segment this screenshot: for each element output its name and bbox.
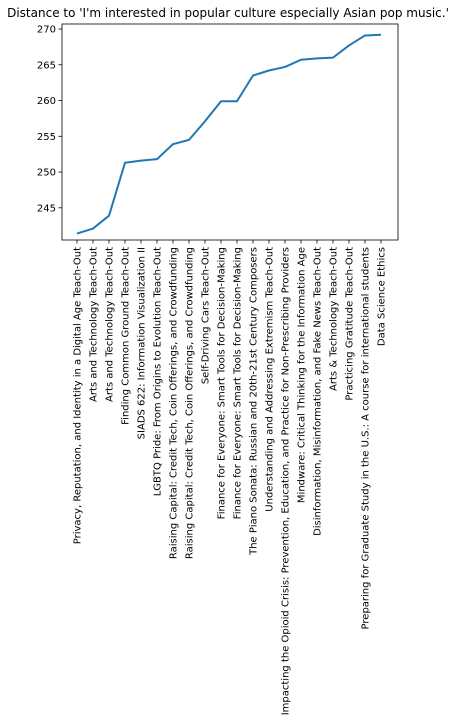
y-tick-label: 270 — [37, 25, 56, 36]
chart-title: Distance to 'I'm interested in popular c… — [7, 6, 449, 20]
x-tick-label: Raising Capital: Credit Tech, Coin Offer… — [169, 247, 180, 559]
series-line — [76, 33, 382, 235]
x-tick-label: Arts and Technology Teach-Out — [105, 247, 116, 402]
y-tick-label: 265 — [37, 60, 56, 71]
x-axis: Privacy, Reputation, and Identity in a D… — [73, 240, 388, 715]
x-tick-label: Finance for Everyone: Smart Tools for De… — [217, 247, 228, 519]
x-tick-label: Understanding and Addressing Extremism T… — [265, 247, 276, 512]
x-tick-label: Raising Capital: Credit Tech, Coin Offer… — [185, 247, 196, 559]
x-tick-label: Data Science Ethics — [377, 247, 388, 346]
y-tick-label: 255 — [37, 132, 56, 143]
x-tick-label: Practicing Gratitude Teach-Out — [345, 247, 356, 401]
y-tick-label: 245 — [37, 203, 56, 214]
x-tick-label: Impacting the Opioid Crisis: Prevention,… — [281, 247, 292, 715]
x-tick-label: The Piano Sonata: Russian and 20th-21st … — [249, 247, 260, 556]
x-tick-label: Arts & Technology Teach-Out — [329, 247, 340, 391]
x-tick-label: Arts and Technology Teach-Out — [89, 247, 100, 402]
x-tick-label: Disinformation, Misinformation, and Fake… — [313, 247, 324, 536]
y-axis: 245 250 255 260 265 270 — [37, 25, 62, 214]
y-tick-label: 260 — [37, 96, 56, 107]
x-tick-label: Finding Common Ground Teach-Out — [121, 247, 132, 425]
x-tick-label: Privacy, Reputation, and Identity in a D… — [73, 247, 84, 544]
plot-area — [76, 33, 382, 235]
x-tick-label: Self-Driving Cars Teach-Out — [201, 247, 212, 384]
x-tick-label: Mindware: Critical Thinking for the Info… — [297, 247, 308, 503]
y-tick-label: 250 — [37, 168, 56, 179]
axes-frame — [61, 23, 399, 241]
x-tick-label: LGBTQ Pride: From Origins to Evolution T… — [153, 247, 164, 496]
x-tick-label: Finance for Everyone: Smart Tools for De… — [233, 247, 244, 519]
x-tick-label: SIADS 622: Information Visualization II — [137, 247, 148, 439]
x-tick-label: Preparing for Graduate Study in the U.S.… — [361, 247, 372, 629]
